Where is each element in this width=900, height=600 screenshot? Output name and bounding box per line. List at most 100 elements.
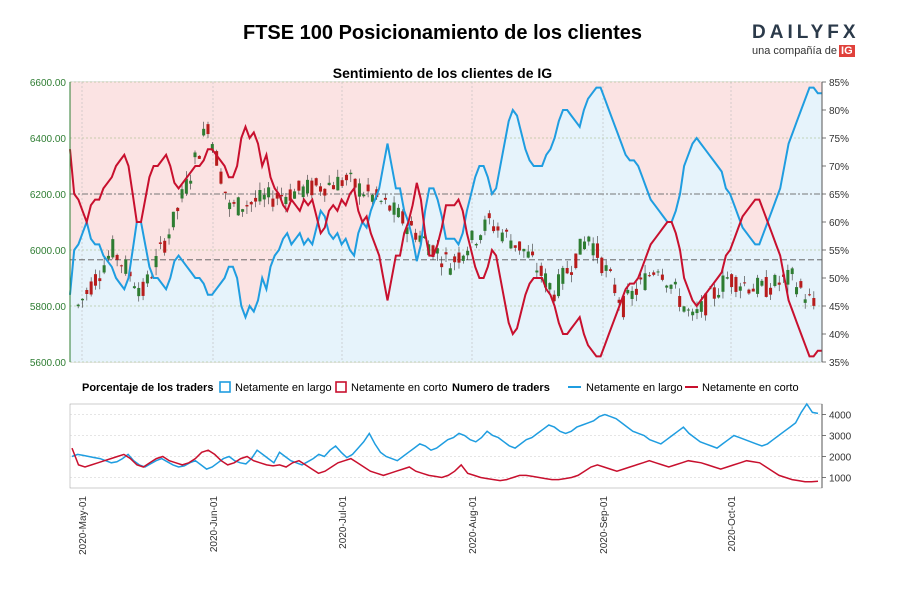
candle-body <box>137 287 141 297</box>
pct-tick-label: 50% <box>829 274 849 285</box>
candle-body <box>409 220 413 226</box>
pct-tick-label: 40% <box>829 330 849 341</box>
candle-body <box>656 271 660 273</box>
candle-body <box>513 245 517 248</box>
candle-body <box>80 298 85 301</box>
candle-body <box>111 239 115 258</box>
candle-body <box>725 277 729 279</box>
candle-body <box>795 287 799 295</box>
price-tick-label: 6400.00 <box>30 134 67 145</box>
candle-body <box>119 265 123 267</box>
candle-body <box>582 241 586 250</box>
candle-body <box>210 144 214 151</box>
legend-num-short: Netamente en corto <box>702 382 799 394</box>
candle-body <box>647 275 651 277</box>
count-tick-label: 3000 <box>829 432 852 443</box>
candle-body <box>89 281 93 295</box>
candle-body <box>271 198 275 207</box>
candle-body <box>492 226 496 232</box>
candle-body <box>626 289 630 294</box>
logo-word-daily: DAILY <box>752 22 828 43</box>
candle-body <box>167 234 171 239</box>
legend-swatch-pct-short <box>335 381 347 393</box>
candle-body <box>392 202 396 215</box>
x-tick-label: 2020-Sep-01 <box>599 496 610 554</box>
count-plot-area <box>69 403 823 489</box>
logo-wordmark: DAILYFX <box>752 22 872 44</box>
count-tick-label: 4000 <box>829 411 852 422</box>
candle-body <box>695 309 699 314</box>
candle-body <box>595 243 599 258</box>
candle-body <box>93 274 97 286</box>
candle-body <box>340 180 344 186</box>
pct-tick-label: 35% <box>829 358 849 369</box>
candle-body <box>280 195 284 197</box>
candle-body <box>444 252 448 255</box>
candle-body <box>487 213 491 219</box>
candle-body <box>215 151 219 166</box>
candle-body <box>362 194 366 197</box>
candle-body <box>448 268 452 275</box>
candle-body <box>807 294 812 296</box>
candle-body <box>569 272 574 275</box>
candle-body <box>730 274 734 288</box>
candle-body <box>634 288 638 295</box>
candle-body <box>574 253 578 269</box>
legend-num-long: Netamente en largo <box>586 382 683 394</box>
candle-body <box>812 298 816 306</box>
candle-body <box>591 243 595 256</box>
candle-body <box>98 278 102 282</box>
pct-tick-label: 55% <box>829 246 849 257</box>
candle-body <box>734 277 738 292</box>
candle-body <box>202 128 206 136</box>
candle-body <box>561 267 565 284</box>
candle-body <box>349 172 353 175</box>
candle-body <box>466 250 470 256</box>
candle-body <box>500 232 504 242</box>
count-panel: 1000 2000 3000 4000 <box>69 402 852 489</box>
candle-body <box>522 248 526 252</box>
candle-body <box>223 191 227 194</box>
candle-body <box>769 287 773 295</box>
candle-body <box>241 209 245 212</box>
count-tick-label: 1000 <box>829 474 852 485</box>
legend-num-title: Numero de traders <box>452 382 550 394</box>
pct-tick-label: 45% <box>829 302 849 313</box>
candle-body <box>344 174 348 181</box>
candle-body <box>102 265 106 273</box>
candle-body <box>197 155 201 159</box>
ig-mark: IG <box>839 45 855 57</box>
candle-body <box>314 178 318 186</box>
candle-body <box>756 277 760 294</box>
candle-body <box>453 256 457 263</box>
candle-body <box>630 290 634 299</box>
candle-body <box>786 269 790 285</box>
net-short-pct-line <box>69 123 822 358</box>
net-long-area <box>70 87 822 362</box>
candle-body <box>310 180 314 196</box>
candle-body <box>85 289 89 294</box>
pct-tick-label: 75% <box>829 134 849 145</box>
candle-body <box>275 192 279 199</box>
candle-body <box>639 277 643 280</box>
candle-body <box>604 265 608 271</box>
pct-tick-label: 65% <box>829 190 849 201</box>
candle-body <box>535 270 539 273</box>
candle-body <box>357 183 361 197</box>
pct-tick-label: 85% <box>829 78 849 89</box>
candle-body <box>518 241 522 251</box>
candle-body <box>163 240 167 253</box>
candle-body <box>388 205 392 211</box>
candle-body <box>608 269 612 271</box>
candle-body <box>297 180 301 191</box>
candle-body <box>505 229 509 232</box>
candle-body <box>621 295 625 318</box>
candle-body <box>184 178 188 194</box>
candle-body <box>673 281 677 285</box>
price-tick-label: 6000.00 <box>30 246 67 257</box>
pct-tick-label: 80% <box>829 106 849 117</box>
candle-body <box>643 273 647 290</box>
candle-body <box>180 189 184 199</box>
candle-body <box>552 294 556 302</box>
candle-body <box>383 197 387 200</box>
